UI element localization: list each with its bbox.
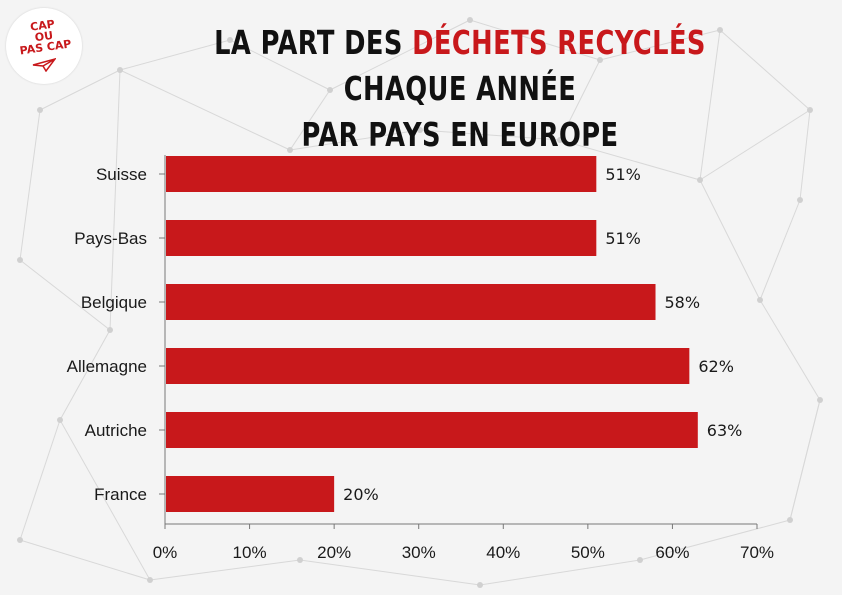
background-node <box>107 327 113 333</box>
background-link <box>19 109 41 261</box>
x-tick-label: 50% <box>571 543 605 562</box>
title-part-1: LA PART DES <box>214 23 413 62</box>
value-label: 62% <box>698 357 734 376</box>
background-link <box>119 69 291 151</box>
cap-ou-pas-cap-logo: CAP OU PAS CAP <box>6 8 82 84</box>
background-node <box>797 197 803 203</box>
background-link <box>699 179 761 301</box>
background-node <box>297 557 303 563</box>
background-node <box>817 397 823 403</box>
background-link <box>719 29 811 111</box>
title-part-2: CHAQUE ANNÉE <box>343 69 577 108</box>
title-highlight: DÉCHETS RECYCLÉS <box>412 23 706 62</box>
background-link <box>149 559 301 581</box>
background-link <box>799 109 811 201</box>
background-node <box>717 27 723 33</box>
background-link <box>229 39 331 91</box>
background-link <box>119 39 231 71</box>
value-label: 20% <box>343 485 379 504</box>
background-link <box>59 419 151 581</box>
background-node <box>757 297 763 303</box>
category-label: Belgique <box>81 293 147 312</box>
background-node <box>787 517 793 523</box>
background-node <box>117 67 123 73</box>
background-link <box>699 109 811 181</box>
category-label: Suisse <box>96 165 147 184</box>
x-tick-label: 70% <box>740 543 774 562</box>
background-link <box>699 29 721 181</box>
paper-plane-icon <box>32 58 56 72</box>
background-node <box>477 582 483 588</box>
chart-title: LA PART DES DÉCHETS RECYCLÉS CHAQUE ANNÉ… <box>179 20 741 158</box>
value-label: 63% <box>707 421 743 440</box>
value-label: 51% <box>605 165 641 184</box>
x-tick-label: 0% <box>153 543 178 562</box>
background-link <box>329 19 471 91</box>
value-label: 51% <box>605 229 641 248</box>
bar-pays-bas <box>166 220 597 256</box>
background-node <box>637 557 643 563</box>
title-line-2: PAR PAYS EN EUROPE <box>301 115 619 154</box>
background-link <box>789 399 821 521</box>
category-label: Allemagne <box>67 357 147 376</box>
background-node <box>17 537 23 543</box>
background-link <box>599 29 721 61</box>
background-link <box>59 329 111 421</box>
background-link <box>299 559 481 586</box>
background-node <box>697 177 703 183</box>
x-tick-label: 40% <box>486 543 520 562</box>
background-node <box>557 137 563 143</box>
category-label: Autriche <box>85 421 147 440</box>
background-node <box>147 577 153 583</box>
background-node <box>597 57 603 63</box>
background-node <box>467 17 473 23</box>
value-label: 58% <box>665 293 701 312</box>
background-link <box>559 59 601 141</box>
background-node <box>417 127 423 133</box>
background-link <box>39 69 121 111</box>
bar-france <box>166 476 335 512</box>
bar-suisse <box>166 156 597 192</box>
background-link <box>19 539 151 581</box>
background-node <box>327 87 333 93</box>
background-link <box>109 69 121 331</box>
background-link <box>419 129 561 141</box>
bar-allemagne <box>166 348 690 384</box>
title-line-1: LA PART DES DÉCHETS RECYCLÉS CHAQUE ANNÉ… <box>179 20 741 112</box>
background-link <box>469 19 601 61</box>
background-node <box>37 107 43 113</box>
x-tick-label: 60% <box>655 543 689 562</box>
background-link <box>19 259 111 331</box>
background-link <box>19 419 61 541</box>
background-link <box>639 519 791 561</box>
category-label: Pays-Bas <box>74 229 147 248</box>
bar-autriche <box>166 412 698 448</box>
background-link <box>289 129 421 151</box>
x-tick-label: 30% <box>402 543 436 562</box>
background-node <box>17 257 23 263</box>
background-node <box>57 417 63 423</box>
background-node <box>227 37 233 43</box>
background-node <box>287 147 293 153</box>
bar-belgique <box>166 284 656 320</box>
background-link <box>559 139 701 181</box>
x-tick-label: 20% <box>317 543 351 562</box>
background-link <box>759 299 821 401</box>
x-tick-label: 10% <box>233 543 267 562</box>
background-link <box>479 559 641 586</box>
category-label: France <box>94 485 147 504</box>
background-link <box>759 199 801 301</box>
background-node <box>807 107 813 113</box>
background-link <box>289 89 331 151</box>
